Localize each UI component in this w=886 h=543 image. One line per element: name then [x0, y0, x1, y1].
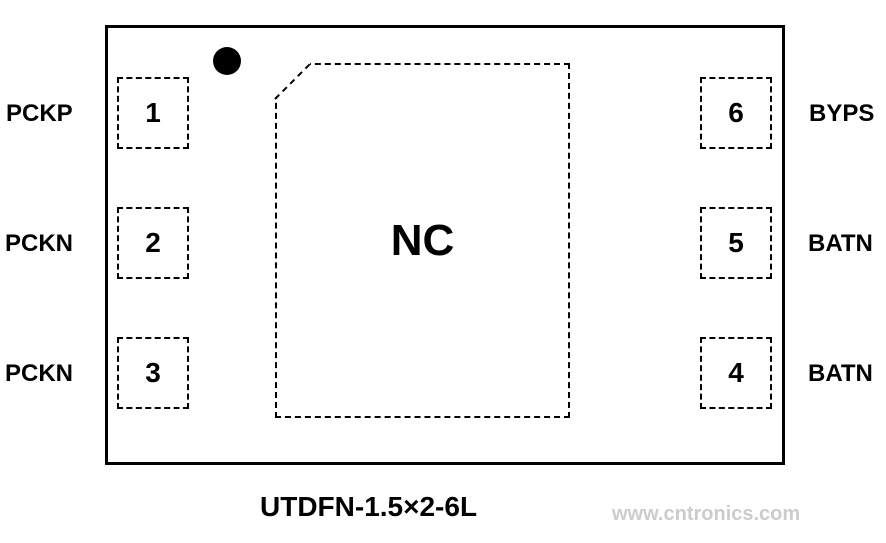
pin-number: 2	[145, 227, 161, 259]
pin-box-6: 6	[700, 77, 772, 149]
pin1-indicator-dot	[213, 47, 241, 75]
pin-label-pckp: PCKP	[6, 92, 73, 135]
pin-box-2: 2	[117, 207, 189, 279]
pin-box-1: 1	[117, 77, 189, 149]
pin-number: 3	[145, 357, 161, 389]
pin-box-3: 3	[117, 337, 189, 409]
pin-label-pckn: PCKN	[5, 222, 73, 265]
pin-label-batn-4: BATN	[808, 352, 873, 395]
pin-label-byps: BYPS	[809, 92, 874, 135]
pin-box-5: 5	[700, 207, 772, 279]
pin-number: 6	[728, 97, 744, 129]
watermark-text: www.cntronics.com	[612, 503, 800, 526]
pin-label-batn-5: BATN	[808, 222, 873, 265]
pin-box-4: 4	[700, 337, 772, 409]
package-name-label: UTDFN-1.5×2-6L	[260, 491, 477, 523]
center-pad-nc: NC	[275, 63, 570, 418]
pin-number: 4	[728, 357, 744, 389]
pin-label-pckn-3: PCKN	[5, 352, 73, 395]
pin-number: 5	[728, 227, 744, 259]
pin-number: 1	[145, 97, 161, 129]
center-pad-label: NC	[391, 216, 455, 266]
